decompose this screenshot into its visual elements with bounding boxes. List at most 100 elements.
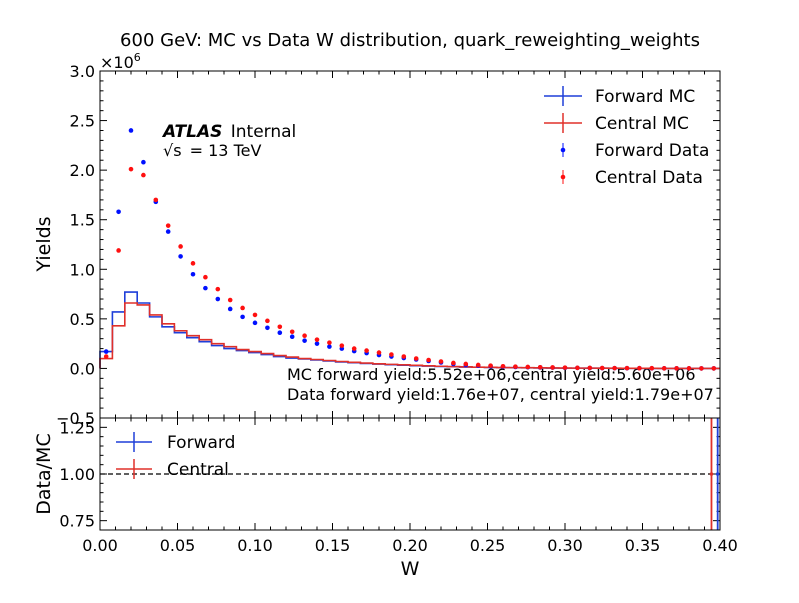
x-tick-label: 0.40: [702, 536, 738, 555]
ratio-y-tick-label: 0.75: [59, 512, 95, 531]
central-data-point: [116, 248, 121, 253]
ratio-central-point: [709, 472, 714, 476]
central-data-point: [637, 365, 642, 371]
forward-data-point: [314, 341, 320, 346]
forward-data-point: [265, 325, 270, 331]
central-data-point: [227, 297, 233, 303]
central-data-point: [339, 343, 345, 348]
x-tick-label: 0.05: [160, 536, 196, 555]
forward-data-point: [141, 159, 146, 165]
forward-data-point: [203, 285, 208, 291]
central-data-point: [550, 365, 555, 370]
forward-data-point: [252, 320, 258, 326]
x-tick-label: 0.10: [237, 536, 273, 555]
central-data-point: [153, 197, 159, 203]
x-tick-label: 0.30: [547, 536, 583, 555]
central-data-point: [562, 365, 568, 370]
forward-data-point: [289, 334, 295, 340]
central-data-point: [351, 346, 357, 351]
chart-title: 600 GeV: MC vs Data W distribution, quar…: [120, 30, 700, 51]
energy-label: √s = 13 TeV: [163, 141, 261, 160]
legend-label-central: Central: [167, 460, 229, 480]
legend-label-forward-data: Forward Data: [595, 141, 709, 161]
x-tick-label: 0.00: [82, 536, 118, 555]
central-data-point: [686, 366, 692, 371]
central-data-point: [413, 356, 419, 361]
central-data-point: [165, 223, 171, 228]
forward-data-point: [302, 338, 307, 343]
forward-data-point: [128, 128, 134, 133]
legend-entry-forward: Forward: [116, 432, 235, 453]
central-data-point: [103, 354, 109, 359]
top-y-tick-label: 2.0: [70, 161, 95, 180]
x-axis-label: W: [401, 558, 420, 580]
legend-label-central-data: Central Data: [595, 168, 703, 188]
ratio-y-tick-label: 1.00: [59, 465, 95, 484]
central-data-point: [525, 364, 531, 370]
central-data-point: [674, 366, 679, 371]
central-data-point: [451, 360, 456, 366]
top-series-layer: [99, 128, 720, 371]
forward-data-point: [277, 330, 283, 336]
central-data-point: [438, 359, 444, 364]
central-data-point: [190, 261, 196, 266]
forward-data-point: [178, 254, 183, 259]
central-data-point: [649, 365, 655, 371]
forward-data-point: [327, 344, 332, 349]
forward-mc-line: [99, 291, 720, 370]
central-data-point: [252, 312, 258, 318]
legend-entry-central: Central: [116, 459, 229, 480]
legend-label-forward: Forward: [167, 433, 235, 453]
top-axis-ticks: −0.5 0.0 0.5 1.0 1.5 2.0 2.5 3.0: [56, 62, 721, 428]
top-y-tick-label: 3.0: [70, 62, 95, 81]
ratio-series-layer: [100, 418, 720, 530]
ratio-y-tick-label: 1.25: [59, 418, 95, 437]
central-mc-line: [99, 302, 720, 370]
legend-entry-central-data: Central Data: [560, 168, 703, 188]
legend-entry-forward-data: Forward Data: [560, 141, 709, 161]
ratio-forward-point: [715, 472, 720, 476]
central-data-point: [277, 324, 283, 330]
data-yield-annotation: Data forward yield:1.76e+07, central yie…: [287, 385, 714, 404]
y-multiplier: ×106: [100, 51, 141, 72]
legend-entry-forward-mc: Forward MC: [544, 86, 695, 107]
forward-data-point: [215, 296, 221, 302]
central-data-point: [624, 365, 630, 371]
x-tick-label: 0.35: [625, 536, 661, 555]
forward-data-point: [103, 349, 109, 354]
top-y-axis-label: Yields: [33, 216, 55, 272]
forward-data-point: [190, 271, 196, 277]
top-y-tick-label: 1.5: [70, 211, 95, 230]
bottom-y-axis-label: Data/MC: [33, 433, 55, 514]
legend-entry-central-mc: Central MC: [544, 113, 689, 134]
top-legend: Forward MC Central MC Forward Data Centr…: [544, 86, 709, 188]
central-data-point: [364, 348, 369, 353]
central-data-point: [661, 366, 667, 371]
legend-label-forward-mc: Forward MC: [595, 87, 695, 107]
central-data-point: [389, 352, 394, 357]
central-data-point: [314, 337, 320, 342]
central-data-point: [327, 340, 332, 345]
central-data-point: [401, 354, 407, 359]
mc-yield-annotation: MC forward yield:5.52e+06,central yield:…: [287, 365, 696, 384]
forward-data-point: [116, 209, 121, 215]
top-y-tick-label: 2.5: [70, 112, 95, 131]
central-data-point: [599, 365, 605, 371]
bottom-plot-frame: [99, 417, 721, 531]
central-data-point: [376, 350, 382, 355]
central-data-point: [711, 366, 717, 371]
central-data-point: [463, 361, 469, 367]
central-data-point: [178, 244, 183, 249]
top-y-tick-label: −0.5: [56, 409, 95, 428]
central-data-point: [302, 333, 307, 339]
legend-label-central-mc: Central MC: [595, 114, 689, 134]
central-data-point: [475, 362, 481, 368]
central-data-point: [265, 318, 270, 324]
central-data-point: [141, 172, 146, 178]
x-tick-label: 0.25: [470, 536, 506, 555]
forward-data-point: [165, 229, 171, 234]
central-data-point: [426, 357, 431, 363]
atlas-brand: ATLAS Internal: [161, 122, 296, 142]
central-data-point: [128, 166, 134, 172]
